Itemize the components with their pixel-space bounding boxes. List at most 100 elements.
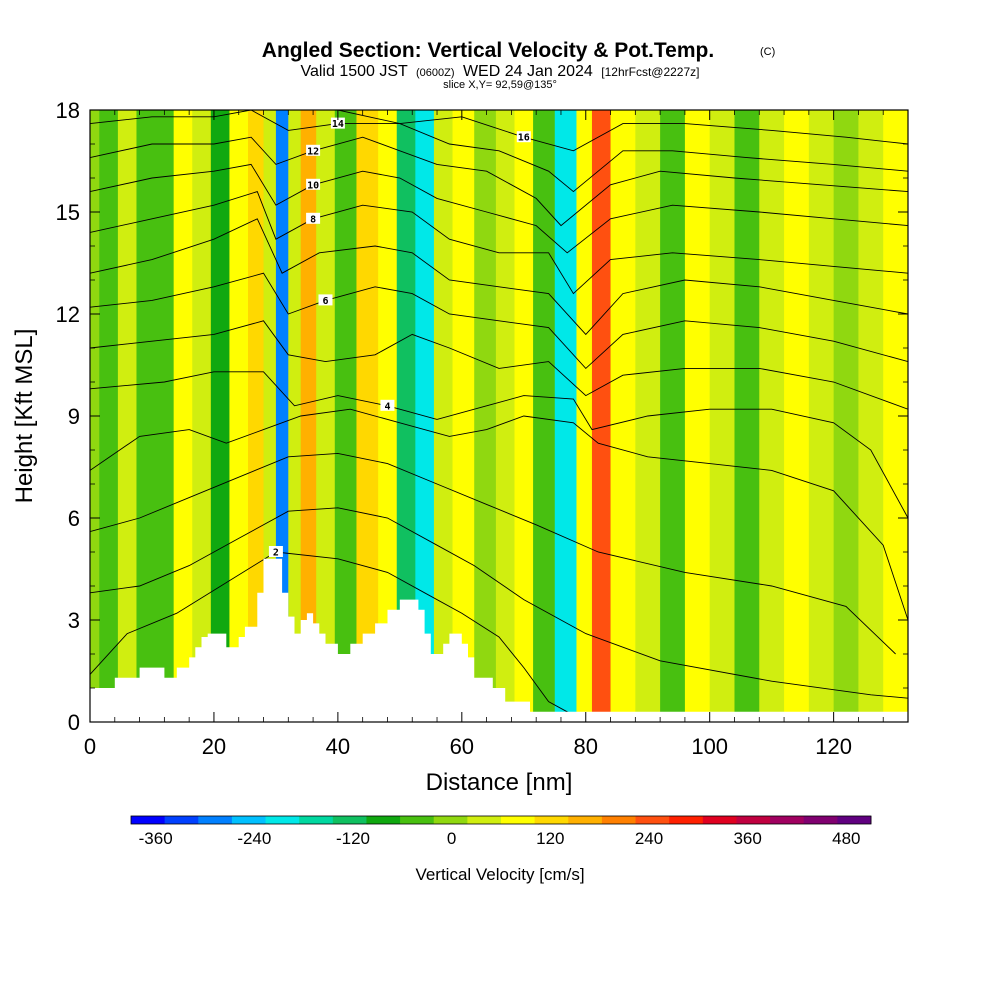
- isentrope-line: [90, 408, 908, 621]
- velocity-band: [554, 110, 578, 722]
- velocity-band: [883, 110, 903, 722]
- velocity-field: [90, 110, 908, 722]
- velocity-band: [210, 110, 231, 722]
- velocity-band: [192, 110, 212, 722]
- colorbar-frame: [130, 815, 872, 825]
- subtitle-valid: Valid 1500 JST: [300, 63, 408, 80]
- colorbar-tick-label: 480: [832, 829, 860, 848]
- chart-title: Angled Section: Vertical Velocity & Pot.…: [262, 39, 714, 62]
- velocity-band: [684, 110, 711, 722]
- isentrope-label-bg: [516, 131, 531, 143]
- velocity-band: [734, 110, 760, 722]
- colorbar-tick-label: 360: [733, 829, 761, 848]
- plot-area: 2 4 6 8 10 12 14 16: [90, 110, 908, 722]
- velocity-band: [576, 110, 593, 722]
- y-tick-label: 18: [56, 98, 80, 123]
- isentrope-label-bg: [306, 144, 321, 156]
- velocity-band: [433, 110, 454, 722]
- isentrope-label: 2: [273, 548, 279, 559]
- colorbar-bin: [534, 816, 569, 824]
- title-mark: (C): [760, 46, 775, 58]
- isentrope-label-bg: [268, 546, 283, 557]
- y-tick-label: 12: [56, 302, 80, 327]
- x-tick-label: 120: [815, 734, 852, 759]
- velocity-band: [136, 110, 156, 722]
- isentrope-label: 16: [518, 133, 530, 144]
- isentrope-label: 10: [307, 180, 319, 191]
- velocity-band: [784, 110, 810, 722]
- colorbar-tick-label: 120: [536, 829, 564, 848]
- velocity-band: [858, 110, 884, 722]
- isentrope-line: [90, 551, 574, 716]
- velocity-band: [248, 110, 265, 722]
- colorbar-bin: [131, 816, 166, 824]
- y-tick-label: 15: [56, 200, 80, 225]
- x-tick-label: 80: [574, 734, 598, 759]
- colorbar-bin: [601, 816, 636, 824]
- y-tick-label: 0: [68, 710, 80, 735]
- velocity-band: [117, 110, 138, 722]
- isentrope-line: [90, 191, 908, 295]
- subtitle-fcst: [12hrFcst@2227z]: [601, 65, 699, 79]
- colorbar-bin: [736, 816, 771, 824]
- velocity-band: [495, 110, 516, 722]
- x-tick-label: 20: [202, 734, 226, 759]
- velocity-band: [288, 110, 302, 722]
- colorbar-label: Vertical Velocity [cm/s]: [415, 865, 584, 884]
- velocity-band: [378, 110, 398, 722]
- colorbar-tick-label: 240: [635, 829, 663, 848]
- colorbar-bin: [198, 816, 233, 824]
- velocity-band: [533, 110, 556, 722]
- velocity-band: [759, 110, 785, 722]
- slice-info: slice X,Y= 92,59@135°: [443, 79, 557, 91]
- colorbar-tick-label: 0: [447, 829, 456, 848]
- velocity-band: [229, 110, 249, 722]
- colorbar-bin: [231, 816, 266, 824]
- velocity-band: [474, 110, 497, 722]
- x-axis-label: Distance [nm]: [426, 769, 573, 796]
- colorbar: -360 -240 -120 0 120 240 360 480: [130, 815, 872, 848]
- isentrope-line: [90, 320, 908, 410]
- isentrope-line: [90, 136, 908, 227]
- isentrope-line: [90, 110, 908, 193]
- isentrope-line: [337, 110, 908, 152]
- y-tick-label: 6: [68, 506, 80, 531]
- isentrope-label-bg: [380, 399, 395, 411]
- isentrope-label-bg: [306, 212, 321, 224]
- x-tick-label: 100: [691, 734, 728, 759]
- velocity-band: [808, 110, 835, 722]
- colorbar-bin: [164, 816, 199, 824]
- isentrope-label: 14: [332, 119, 344, 130]
- velocity-band: [316, 110, 336, 722]
- isentrope-label: 6: [322, 296, 328, 307]
- isentrope-line: [90, 218, 908, 336]
- isentrope-label-bg: [330, 117, 345, 129]
- velocity-band: [99, 110, 119, 722]
- velocity-band: [660, 110, 686, 722]
- velocity-band: [334, 110, 358, 722]
- velocity-band: [833, 110, 860, 722]
- axes: 0 20 40 60 80 100 120 0 3 6 9 12 15 18: [56, 98, 909, 759]
- isentrope-label-bg: [306, 178, 321, 190]
- velocity-band: [300, 110, 317, 722]
- x-tick-label: 0: [84, 734, 96, 759]
- colorbar-bin: [265, 816, 300, 824]
- terrain: [90, 558, 908, 722]
- y-tick-label: 3: [68, 608, 80, 633]
- colorbar-tick-label: -240: [237, 829, 271, 848]
- colorbar-bin: [366, 816, 401, 824]
- colorbar-tick-label: -360: [139, 829, 173, 848]
- isentrope-label: 4: [384, 401, 390, 412]
- y-axis-label: Height [Kft MSL]: [11, 329, 38, 504]
- velocity-band: [610, 110, 636, 722]
- colorbar-tick-label: -120: [336, 829, 370, 848]
- colorbar-bin: [669, 816, 704, 824]
- isentrope-line: [90, 272, 908, 370]
- colorbar-bin: [635, 816, 670, 824]
- isentrope-line: [90, 371, 908, 519]
- y-tick-label: 9: [68, 404, 80, 429]
- isentrope-line: [90, 507, 908, 699]
- colorbar-bin: [803, 816, 838, 824]
- velocity-band: [591, 110, 612, 722]
